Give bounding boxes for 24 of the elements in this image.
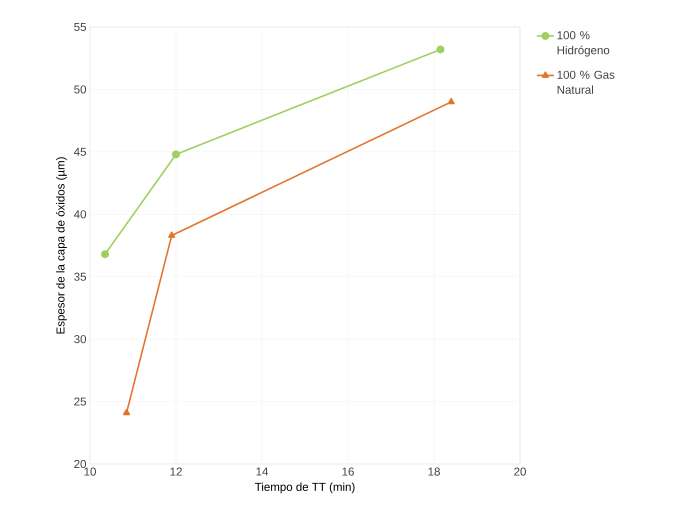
- y-tick-label: 45: [74, 148, 86, 156]
- legend-label: 100 % Gas Natural: [558, 70, 614, 94]
- x-tick-label: 18: [428, 468, 440, 476]
- y-tick-label: 55: [74, 22, 86, 32]
- x-axis-title: Tiempo de TT (min): [255, 482, 355, 494]
- point: [122, 408, 130, 416]
- point: [448, 98, 455, 104]
- y-tick-label: 30: [74, 335, 86, 344]
- point: [172, 150, 180, 158]
- point: [101, 250, 110, 258]
- y-tick-label: 50: [74, 85, 86, 94]
- y-tick-label: 40: [74, 210, 86, 218]
- x-tick-label: 10: [84, 468, 96, 476]
- point: [168, 232, 176, 238]
- y-tick-label: 25: [74, 398, 86, 406]
- y-tick-label: 20: [74, 460, 86, 468]
- x-tick-label: 12: [170, 468, 182, 476]
- point: [436, 45, 444, 54]
- x-tick-label: 16: [342, 468, 354, 476]
- y-axis-title: Espesor de la capa de óxidos (µm): [56, 157, 67, 334]
- x-tick-label: 14: [256, 468, 268, 476]
- x-tick-label: 20: [514, 468, 526, 476]
- legend-label: 100 % Hidrógeno: [558, 31, 610, 57]
- y-tick-label: 35: [74, 272, 86, 281]
